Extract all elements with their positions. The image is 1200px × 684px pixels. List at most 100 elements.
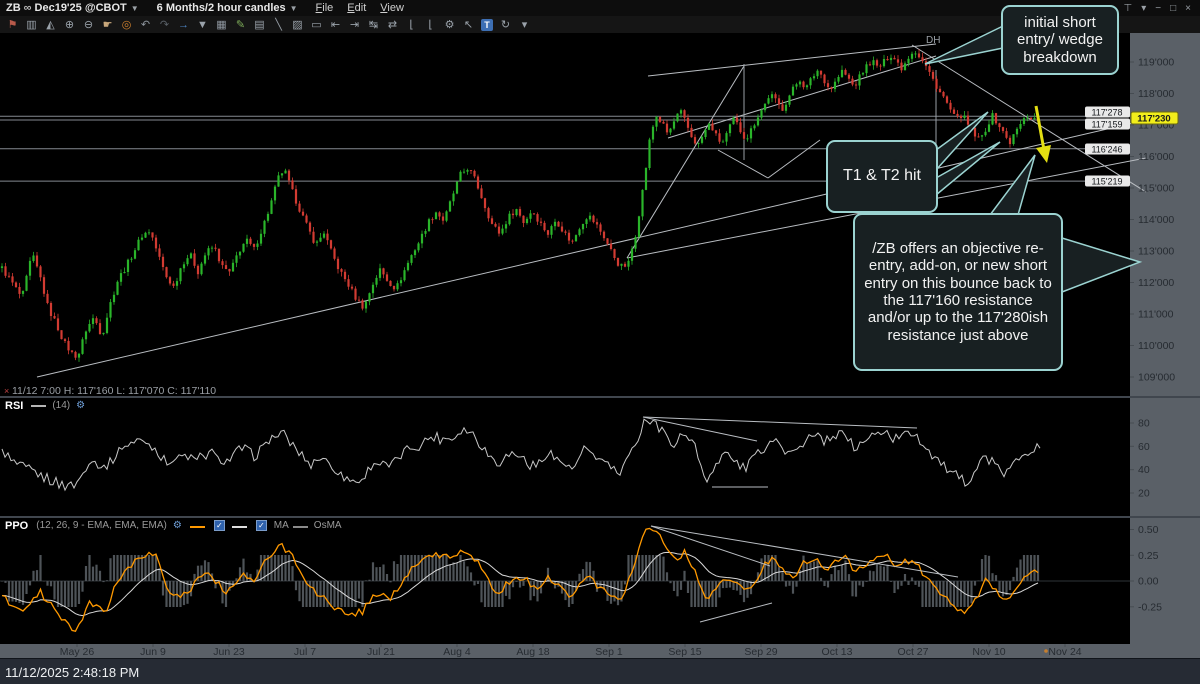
price-axis-gutter[interactable] <box>1130 33 1200 644</box>
contract-label[interactable]: Dec19'25 @CBOT <box>34 2 127 14</box>
auto-scale-icon[interactable]: ⌊ <box>409 19 414 31</box>
ppo-axis-label: -0.25 <box>1138 601 1162 613</box>
osma-label: OsMA <box>313 520 342 531</box>
rsi-settings-icon[interactable]: ⚙ <box>76 400 86 411</box>
drawing-toolbar: ⚑ ▥ ◭ ⊕ ⊖ ☛ ◎ ↶ ↷ → ▼ ▦ ✎ ▤ ╲ ▨ ▭ ⇤ ⇥ ↹ ⇄ ⌊ ⌊ ⚙ ↖ T ↻ ▾ <box>0 16 1200 34</box>
ppo-line <box>1 527 1039 632</box>
ppo-axis-label: 0.00 <box>1138 576 1159 588</box>
trendline[interactable] <box>626 65 745 259</box>
menu-items: File Edit View <box>302 2 404 14</box>
time-axis-label: Jun 9 <box>140 646 166 658</box>
pointer-tool-icon[interactable]: ↖ <box>463 19 474 31</box>
ppo-legend: ✓ ✓ MA OsMA <box>189 520 346 531</box>
undo-icon[interactable]: ↶ <box>140 19 151 31</box>
price-axis-label: 119'000 <box>1138 57 1174 69</box>
ppo-settings-icon[interactable]: ⚙ <box>172 520 182 531</box>
timeframe-selector[interactable]: 6 Months/2 hour candles <box>156 2 286 14</box>
price-level-bubble <box>1085 143 1130 155</box>
rsi-label-row: RSI (14) ⚙ <box>5 399 93 412</box>
ppo-axis-label: 0.50 <box>1138 524 1159 536</box>
time-axis-label: Nov 24 <box>1048 646 1081 658</box>
ppo-trendline[interactable] <box>699 602 773 623</box>
maximize-icon[interactable]: □ <box>1170 2 1177 14</box>
ppo-trendline[interactable] <box>650 525 771 567</box>
ppo-ma-line <box>1 551 1039 617</box>
rsi-line <box>1 418 1041 492</box>
timeframe-caret-icon[interactable]: ▼ <box>289 3 298 13</box>
time-axis-strip[interactable] <box>0 644 1200 658</box>
wrench-icon[interactable]: ⚙ <box>444 19 455 31</box>
rectangle-icon[interactable]: ▭ <box>311 19 322 31</box>
trendline[interactable] <box>767 139 821 179</box>
ppo-axis-label: 0.25 <box>1138 550 1159 562</box>
svg-text:117'278: 117'278 <box>1091 108 1122 118</box>
log-scale-icon[interactable]: ⌊ <box>428 19 433 31</box>
area-chart-icon[interactable]: ◭ <box>46 19 55 31</box>
ppo-line-sample <box>189 526 205 528</box>
rsi-axis-label: 40 <box>1138 464 1150 476</box>
right-extend-icon[interactable]: ⇥ <box>349 19 360 31</box>
rsi-axis-label: 80 <box>1138 418 1150 430</box>
price-level-bubble <box>1085 175 1130 187</box>
trendline-icon[interactable]: ╲ <box>275 19 282 31</box>
price-level-bubble <box>1085 106 1130 118</box>
pin-icon[interactable]: ⊤ <box>1123 2 1133 14</box>
rsi-trendline[interactable] <box>642 416 758 442</box>
trendline[interactable] <box>36 119 1147 378</box>
bar-chart-icon[interactable]: ▥ <box>26 19 37 31</box>
refresh-icon[interactable]: ↻ <box>500 19 511 31</box>
trendline[interactable] <box>647 43 937 77</box>
time-axis-label: Jul 7 <box>294 646 316 658</box>
crosshair-icon[interactable]: ◎ <box>121 19 132 31</box>
time-axis-label: Jul 21 <box>367 646 395 658</box>
current-time-dot <box>1044 649 1048 653</box>
forward-icon[interactable]: → <box>178 18 189 31</box>
rsi-axis-label: 20 <box>1138 488 1150 500</box>
rsi-trendline[interactable] <box>642 416 918 429</box>
text-tool-icon[interactable]: T <box>481 18 493 31</box>
price-axis-label: 112'000 <box>1138 277 1174 289</box>
rsi-line-sample <box>31 404 47 407</box>
chart-style-icon[interactable]: ▦ <box>216 19 227 31</box>
down-arrow[interactable] <box>1034 105 1046 151</box>
pin-caret-icon[interactable]: ▾ <box>1141 2 1147 14</box>
callout-initial-short[interactable]: initial short entry/ wedge breakdown <box>1001 5 1119 75</box>
dropdown-caret-icon[interactable]: ▼ <box>197 18 208 31</box>
ma-line-label: MA <box>273 520 289 531</box>
symbol-caret-icon[interactable]: ▼ <box>130 3 139 13</box>
zoom-in-icon[interactable]: ⊕ <box>64 19 75 31</box>
price-axis-label: 115'000 <box>1138 183 1174 195</box>
menu-edit[interactable]: Edit <box>347 2 367 14</box>
pattern-icon[interactable]: ▨ <box>292 19 303 31</box>
redo-icon[interactable]: ↷ <box>159 19 170 31</box>
brush-icon[interactable]: ✎ <box>235 19 246 31</box>
time-axis-label: May 26 <box>60 646 95 658</box>
ma-line-checkbox[interactable]: ✓ <box>255 520 267 531</box>
svg-text:117'230: 117'230 <box>1137 114 1170 125</box>
left-extend-icon[interactable]: ⇤ <box>330 19 341 31</box>
center-marker-icon[interactable]: ↹ <box>368 19 379 31</box>
ppo-line-checkbox[interactable]: ✓ <box>213 520 225 531</box>
trendline[interactable] <box>717 149 769 179</box>
menu-file[interactable]: File <box>315 2 334 14</box>
more-caret-icon[interactable]: ▾ <box>521 19 528 31</box>
callout-zb-reentry[interactable]: /ZB offers an objective re-entry, add-on… <box>853 213 1063 371</box>
ma-line-sample <box>231 526 247 528</box>
time-axis-label: Nov 10 <box>972 646 1005 658</box>
flag-icon[interactable]: ⚑ <box>7 19 18 31</box>
ppo-trendline[interactable] <box>650 525 959 578</box>
zoom-out-icon[interactable]: ⊖ <box>83 19 94 31</box>
rsi-period: (14) <box>52 400 71 411</box>
time-axis-label: Oct 13 <box>822 646 853 658</box>
time-axis-label: Jun 23 <box>213 646 245 658</box>
swap-icon[interactable]: ⇄ <box>387 19 398 31</box>
trendline[interactable] <box>911 44 1147 193</box>
door-icon[interactable]: ▤ <box>254 19 265 31</box>
close-icon[interactable]: × <box>1185 2 1191 14</box>
price-axis-label: 113'000 <box>1138 246 1174 258</box>
pan-hand-icon[interactable]: ☛ <box>102 19 113 31</box>
menu-view[interactable]: View <box>380 2 404 14</box>
symbol-label[interactable]: ZB <box>6 2 21 14</box>
minimize-icon[interactable]: − <box>1155 2 1162 14</box>
callout-t1-t2-hit[interactable]: T1 & T2 hit <box>826 140 938 213</box>
